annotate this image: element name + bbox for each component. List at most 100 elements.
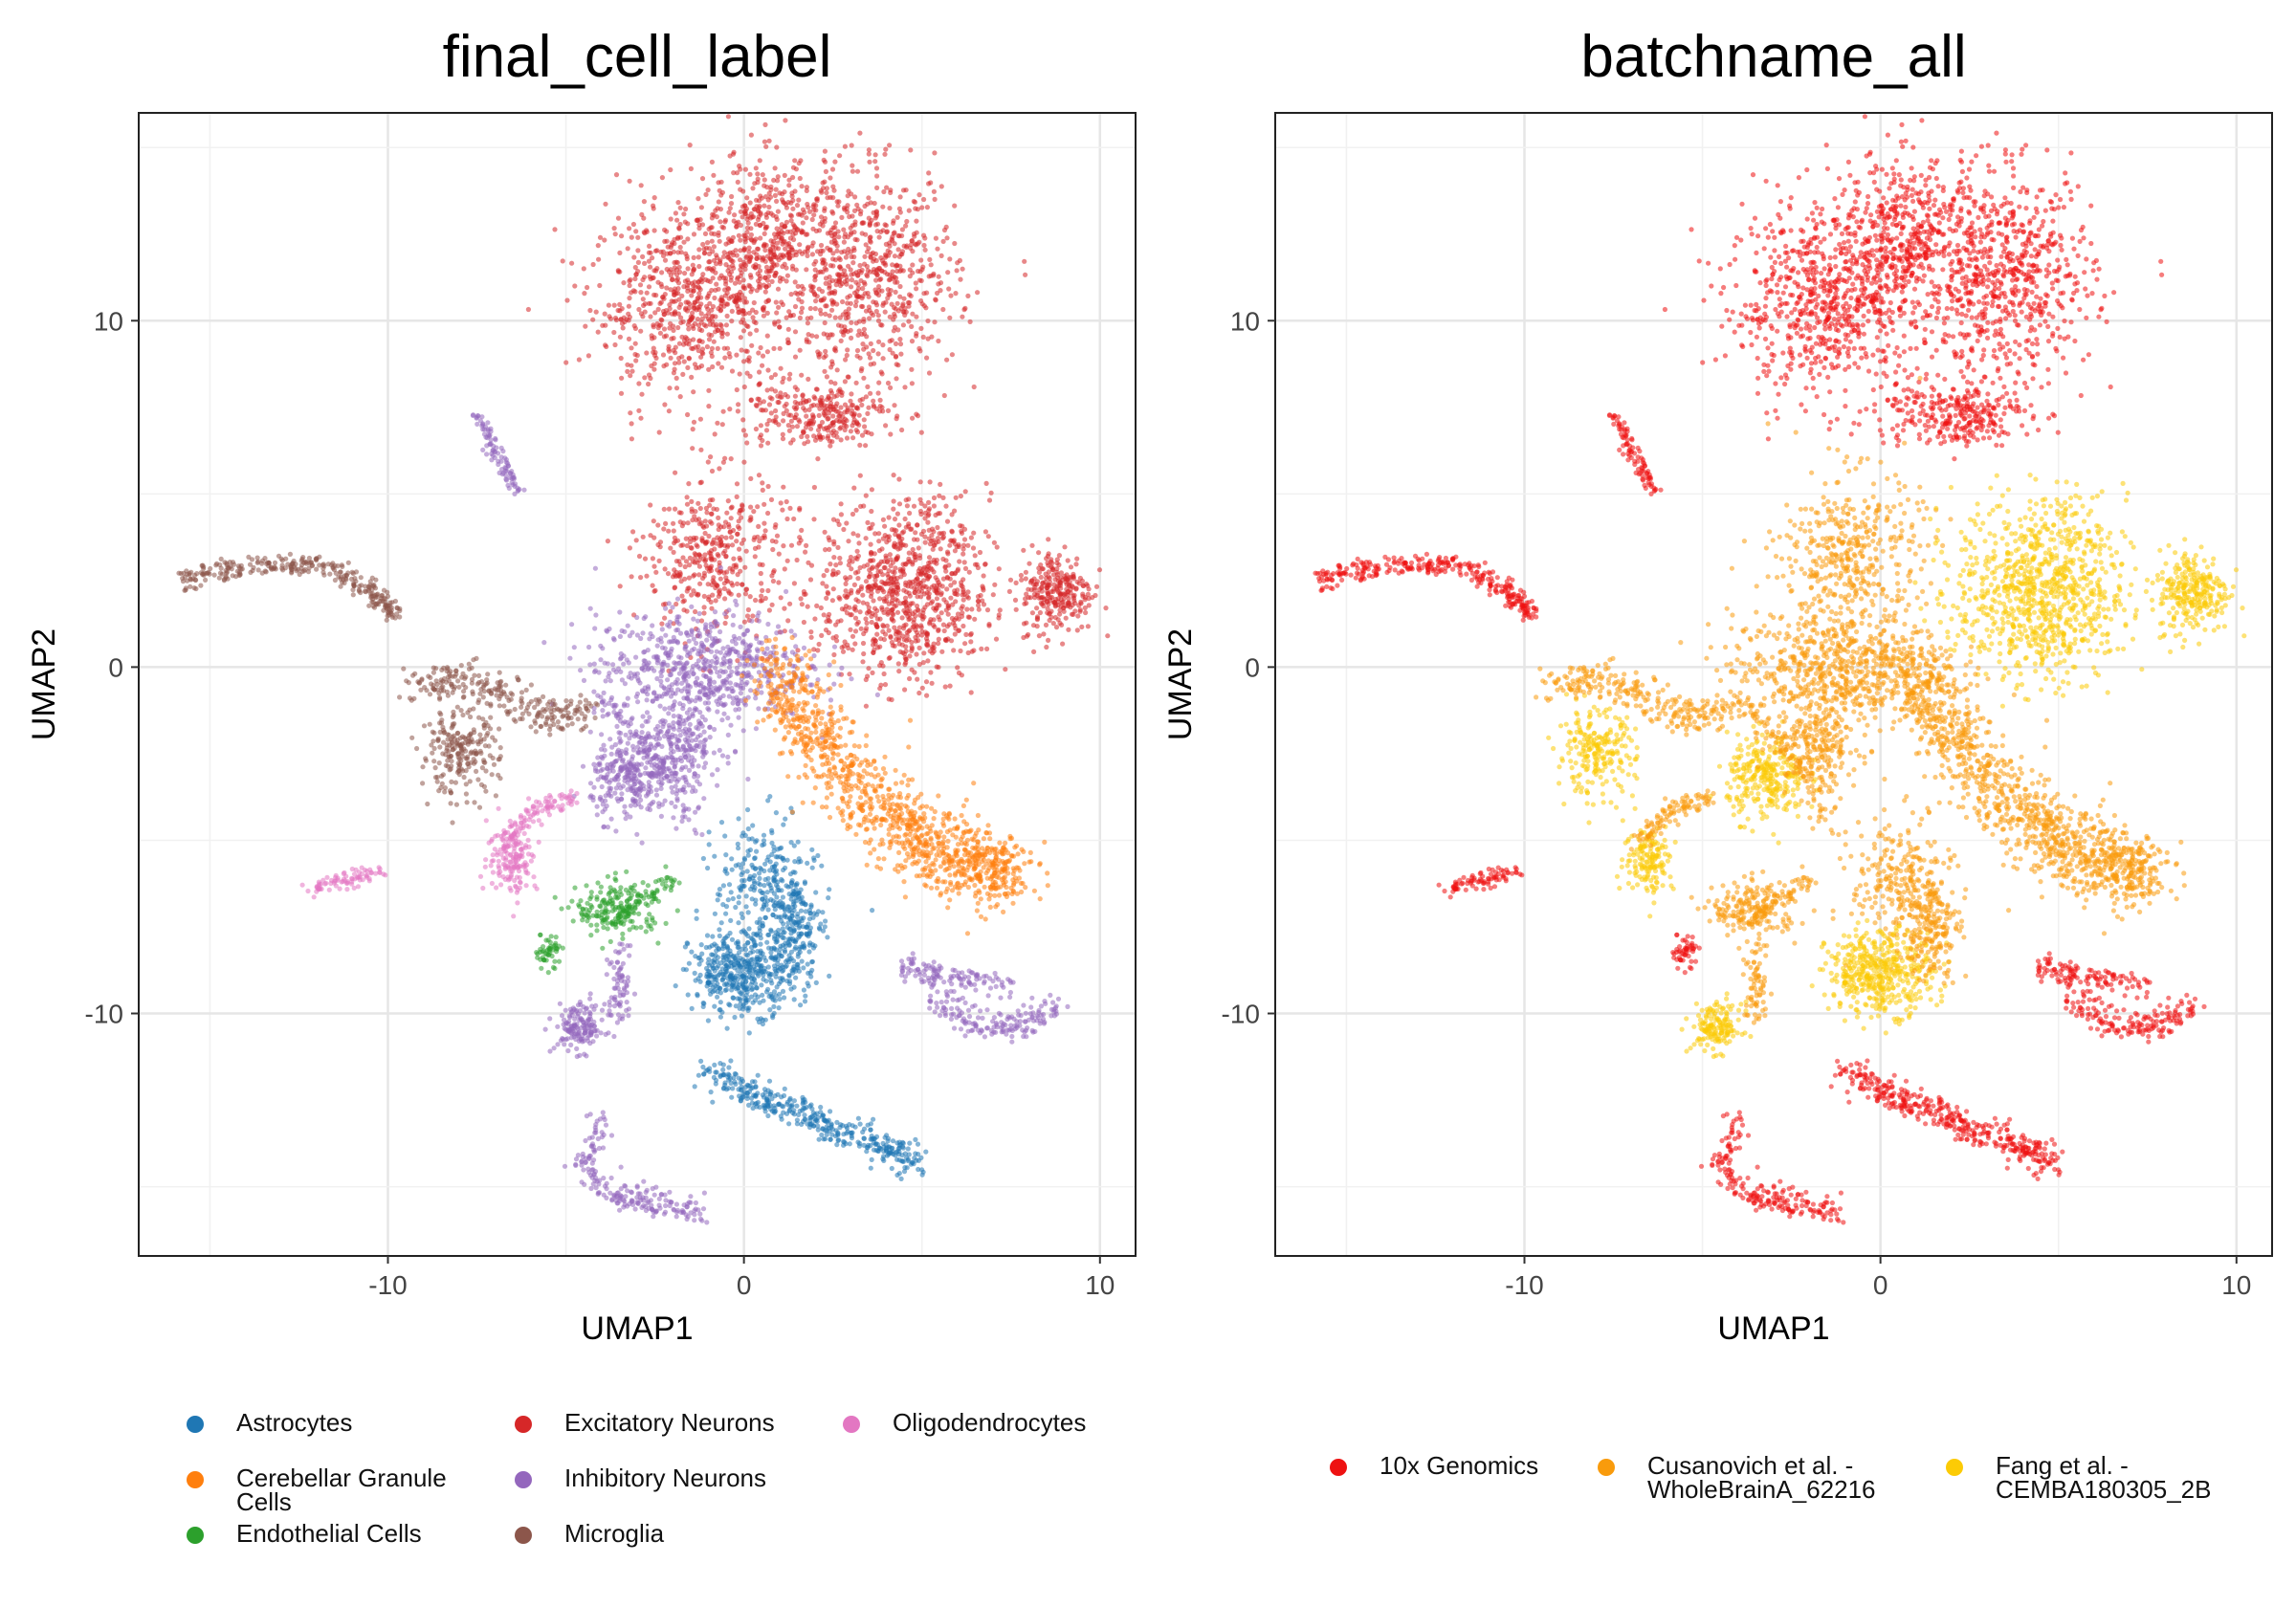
point xyxy=(765,311,770,316)
point xyxy=(801,392,806,397)
point xyxy=(576,1033,581,1038)
point xyxy=(658,331,663,336)
point xyxy=(828,397,833,402)
point xyxy=(763,144,768,149)
point xyxy=(663,292,668,297)
point xyxy=(793,291,798,296)
point xyxy=(951,648,956,652)
point xyxy=(1078,607,1083,612)
point xyxy=(749,398,754,403)
point xyxy=(783,817,787,822)
point xyxy=(621,325,626,330)
point xyxy=(695,779,699,783)
point xyxy=(959,606,963,611)
point xyxy=(886,408,891,413)
point xyxy=(981,585,985,590)
point xyxy=(596,330,601,335)
point xyxy=(692,306,696,311)
point xyxy=(764,265,769,270)
point xyxy=(668,167,673,172)
point xyxy=(675,200,680,205)
point xyxy=(626,775,630,780)
point xyxy=(648,376,652,381)
point xyxy=(775,231,780,236)
point xyxy=(688,143,693,147)
point xyxy=(955,544,960,549)
point xyxy=(727,648,732,652)
point xyxy=(715,583,719,588)
point xyxy=(936,627,940,632)
point xyxy=(880,205,885,209)
point xyxy=(740,583,744,587)
point xyxy=(716,516,720,520)
point xyxy=(1054,625,1059,629)
point xyxy=(833,348,838,353)
point xyxy=(710,583,715,587)
point xyxy=(949,638,954,643)
point xyxy=(857,328,862,333)
point xyxy=(619,749,624,754)
point xyxy=(600,323,605,328)
point xyxy=(639,183,644,187)
point xyxy=(987,497,992,502)
point xyxy=(641,303,646,308)
point xyxy=(764,428,769,432)
point xyxy=(698,417,703,422)
point xyxy=(689,499,694,504)
point xyxy=(933,297,938,301)
point xyxy=(858,565,863,570)
point xyxy=(846,539,850,543)
point xyxy=(614,724,619,729)
point xyxy=(698,739,703,744)
point xyxy=(869,252,873,256)
point xyxy=(912,234,916,239)
point xyxy=(625,363,629,367)
point xyxy=(741,359,746,363)
point xyxy=(759,690,763,694)
point xyxy=(859,368,864,373)
point xyxy=(689,346,694,351)
point xyxy=(938,546,943,551)
point xyxy=(662,616,667,621)
point xyxy=(879,369,884,374)
point xyxy=(813,667,818,671)
point xyxy=(830,166,835,171)
point xyxy=(796,297,801,301)
point xyxy=(731,528,736,533)
point xyxy=(837,153,842,158)
point xyxy=(737,715,741,720)
point xyxy=(798,316,803,320)
point xyxy=(875,222,880,227)
point xyxy=(609,752,614,757)
point xyxy=(776,209,781,214)
point xyxy=(924,642,929,647)
point xyxy=(1071,584,1075,589)
point xyxy=(779,595,784,600)
point xyxy=(725,755,730,759)
point xyxy=(894,592,899,597)
point xyxy=(619,317,624,321)
point xyxy=(611,668,616,672)
point xyxy=(696,763,701,768)
point xyxy=(878,398,883,403)
point xyxy=(991,592,996,597)
point xyxy=(854,508,859,513)
point xyxy=(619,391,624,396)
point xyxy=(763,225,768,230)
point xyxy=(722,219,727,224)
point xyxy=(950,529,955,534)
point xyxy=(661,250,666,254)
point xyxy=(786,341,791,345)
point xyxy=(711,275,716,280)
point xyxy=(704,563,709,568)
point xyxy=(712,296,717,300)
point xyxy=(831,568,836,573)
point xyxy=(843,144,848,149)
point xyxy=(637,554,642,559)
point xyxy=(735,387,740,392)
point xyxy=(631,222,636,227)
point xyxy=(671,328,675,333)
point xyxy=(811,419,816,424)
point xyxy=(618,634,623,639)
point xyxy=(718,748,722,753)
